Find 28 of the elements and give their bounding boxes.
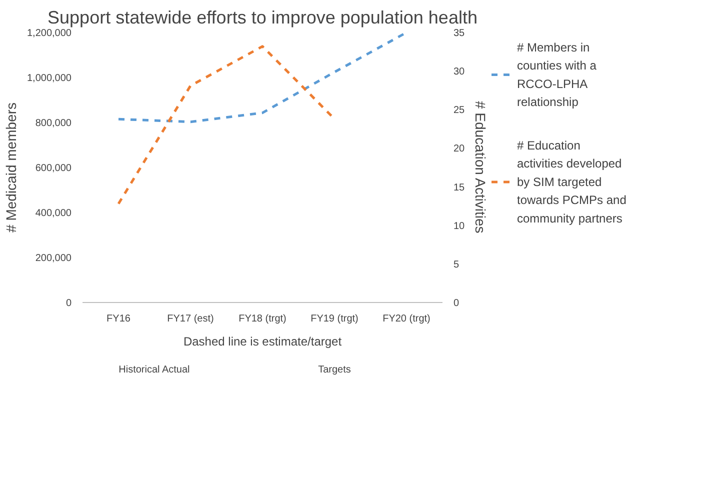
legend-label: # Members in counties with a RCCO-LPHA relationship: [517, 40, 597, 110]
text: Targets: [318, 364, 351, 376]
y2-tick-label: 30: [454, 66, 466, 78]
chart-title: Support statewide efforts to improve population health: [48, 8, 478, 28]
y-tick-label: 1,200,000: [27, 28, 72, 39]
y-tick-label: 600,000: [35, 163, 72, 174]
y2-tick-label: 20: [454, 144, 466, 155]
y-axis-title: # Medicaid members: [3, 102, 20, 232]
y2-tick-label: 35: [454, 28, 466, 39]
x-tick-label: FY16: [106, 314, 131, 324]
text: Dashed line is estimate/target: [183, 334, 342, 348]
y-tick-label: 1,000,000: [27, 73, 72, 84]
legend-label: # Education activities developed by SIM targeted towards PCMPs and community partners: [517, 138, 626, 226]
y2-tick-label: 5: [454, 259, 460, 270]
y-tick-label: 200,000: [35, 253, 72, 264]
x-tick-label: FY20 (trgt): [382, 314, 430, 324]
y-tick-label: 400,000: [35, 208, 72, 219]
y2-tick-label: 15: [454, 182, 466, 194]
x-tick-label: FY19 (trgt): [310, 314, 358, 324]
x-tick-label: FY17 (est): [167, 314, 214, 324]
y2-tick-label: 10: [454, 220, 466, 232]
text: Historical Actual: [118, 364, 190, 376]
x-tick-label: FY18 (trgt): [238, 314, 286, 324]
y2-tick-label: 25: [454, 105, 466, 116]
y-tick-label: 800,000: [35, 118, 72, 129]
y-tick-label: 0: [66, 298, 72, 309]
y2-axis-title: # Education Activities: [472, 100, 489, 234]
y2-tick-label: 0: [454, 298, 460, 309]
